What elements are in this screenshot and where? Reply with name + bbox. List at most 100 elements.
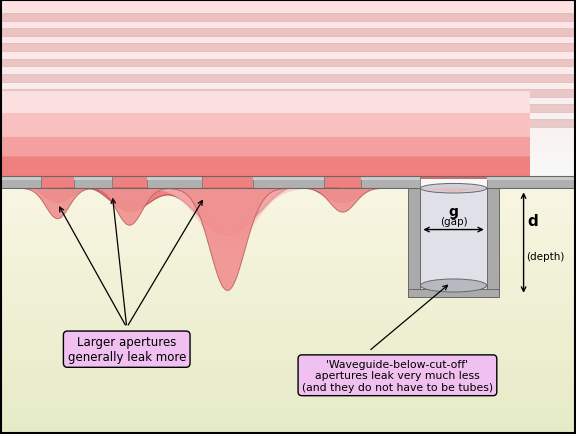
Bar: [0, 309, 576, 315]
Bar: [0, 33, 576, 38]
Bar: [0, 157, 576, 163]
Bar: [0, 179, 576, 184]
Bar: [408, 289, 499, 297]
Text: (gap): (gap): [440, 217, 467, 227]
Bar: [361, 177, 420, 189]
Bar: [0, 90, 576, 98]
Bar: [0, 201, 576, 206]
Bar: [0, 22, 576, 27]
Bar: [0, 342, 576, 347]
Bar: [0, 331, 576, 336]
Bar: [0, 29, 576, 37]
Bar: [0, 43, 576, 49]
Polygon shape: [0, 114, 530, 220]
Bar: [0, 260, 576, 266]
Bar: [420, 189, 487, 289]
Bar: [0, 391, 576, 396]
Bar: [0, 195, 576, 201]
Bar: [0, 293, 576, 299]
Bar: [0, 423, 576, 429]
Bar: [0, 326, 576, 331]
Bar: [0, 239, 576, 244]
Bar: [0, 0, 576, 5]
Bar: [0, 87, 576, 92]
Bar: [0, 75, 576, 82]
Bar: [0, 412, 576, 418]
Bar: [0, 222, 576, 228]
Bar: [0, 369, 576, 374]
Bar: [0, 65, 576, 70]
Bar: [0, 304, 576, 309]
Bar: [0, 14, 576, 22]
Bar: [0, 54, 576, 59]
Bar: [0, 217, 576, 222]
Bar: [0, 141, 576, 147]
Polygon shape: [65, 189, 194, 226]
Bar: [0, 266, 576, 271]
Text: g: g: [449, 205, 458, 219]
Bar: [0, 120, 576, 128]
Polygon shape: [266, 189, 419, 213]
Text: d: d: [528, 214, 539, 229]
Bar: [0, 119, 576, 125]
Bar: [0, 59, 576, 65]
Bar: [0, 146, 576, 152]
Bar: [0, 298, 576, 304]
Bar: [0, 174, 576, 179]
Bar: [0, 336, 576, 342]
Bar: [0, 320, 576, 326]
Bar: [0, 255, 576, 260]
Bar: [0, 428, 576, 434]
Bar: [0, 347, 576, 352]
Bar: [253, 177, 324, 180]
Bar: [147, 177, 202, 180]
Bar: [0, 380, 576, 385]
Bar: [0, 76, 576, 82]
Polygon shape: [423, 189, 484, 192]
Text: Larger apertures
generally leak more: Larger apertures generally leak more: [67, 335, 186, 363]
Bar: [0, 92, 576, 98]
Bar: [0, 11, 576, 16]
Bar: [0, 276, 576, 282]
Bar: [0, 114, 576, 119]
Bar: [253, 177, 324, 189]
Bar: [0, 103, 576, 108]
Bar: [0, 244, 576, 250]
Bar: [0, 287, 576, 293]
Text: 'Waveguide-below-cut-off'
apertures leak very much less
(and they do not have to: 'Waveguide-below-cut-off' apertures leak…: [302, 359, 493, 392]
Bar: [0, 49, 576, 54]
Bar: [0, 211, 576, 217]
Polygon shape: [0, 189, 118, 219]
Bar: [0, 363, 576, 369]
Bar: [0, 271, 576, 277]
Bar: [0, 407, 576, 412]
Bar: [0, 358, 576, 363]
Bar: [408, 189, 420, 297]
Bar: [0, 70, 576, 76]
Bar: [0, 108, 576, 114]
Bar: [0, 177, 41, 180]
Bar: [0, 163, 576, 168]
Bar: [0, 105, 576, 113]
Bar: [0, 315, 576, 320]
Polygon shape: [0, 92, 530, 210]
Bar: [0, 135, 576, 141]
Bar: [0, 16, 576, 22]
Bar: [0, 184, 576, 190]
Bar: [74, 177, 112, 189]
Bar: [0, 396, 576, 401]
Bar: [0, 190, 576, 195]
Bar: [0, 282, 576, 287]
Bar: [0, 401, 576, 407]
Bar: [487, 177, 576, 180]
Bar: [0, 130, 576, 135]
Bar: [0, 233, 576, 239]
Polygon shape: [69, 189, 386, 250]
Bar: [74, 177, 112, 180]
Bar: [0, 5, 576, 11]
Bar: [0, 206, 576, 212]
Bar: [487, 189, 499, 297]
Bar: [0, 352, 576, 358]
Bar: [361, 177, 420, 180]
Bar: [487, 177, 576, 189]
